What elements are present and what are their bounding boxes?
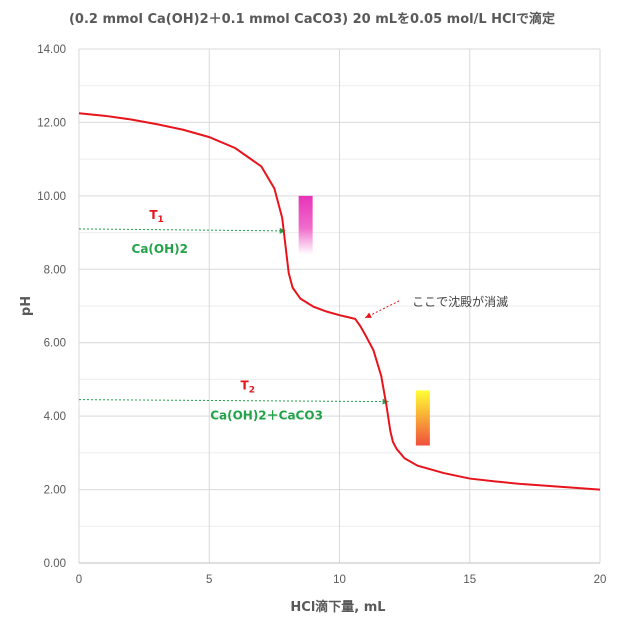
x-tick-label: 5 <box>206 574 212 586</box>
x-axis-label: HCl滴下量, mL <box>290 599 385 615</box>
t2-arrow <box>78 398 389 405</box>
x-tick-label: 20 <box>594 574 607 586</box>
series-line <box>78 112 601 491</box>
precipitate-note: ここで沈殿が消滅 <box>412 294 508 309</box>
y-tick-label: 14.00 <box>37 44 66 56</box>
y-axis-label: pH <box>19 296 34 316</box>
t1-species-label: Ca(OH)2 <box>132 242 188 256</box>
indicator-color-bar-2 <box>415 390 430 446</box>
chart-title: (0.2 mmol Ca(OH)2＋0.1 mmol CaCO3) 20 mLを… <box>69 11 555 27</box>
y-tick-label: 12.00 <box>37 117 66 129</box>
t1-label: T1 <box>149 208 163 225</box>
precipitate-arrow <box>364 300 400 319</box>
tick-labels: 0.00 2.00 4.00 6.00 8.00 10.00 12.00 14.00 0 5 10 1… <box>37 44 606 586</box>
y-tick-label: 10.00 <box>37 191 66 203</box>
grid-layer <box>78 48 601 564</box>
t2-species-label: Ca(OH)2＋CaCO3 <box>210 409 323 423</box>
x-tick-label: 10 <box>333 574 346 586</box>
y-tick-label: 0.00 <box>44 558 66 570</box>
y-tick-label: 2.00 <box>44 485 66 497</box>
indicator-color-bar-1 <box>298 195 313 255</box>
x-tick-label: 15 <box>463 574 476 586</box>
y-tick-label: 8.00 <box>44 264 66 276</box>
t2-label: T2 <box>241 379 255 396</box>
y-tick-label: 4.00 <box>44 411 66 423</box>
y-tick-label: 6.00 <box>44 338 66 350</box>
t1-arrow <box>78 227 286 234</box>
x-tick-label: 0 <box>76 574 82 586</box>
